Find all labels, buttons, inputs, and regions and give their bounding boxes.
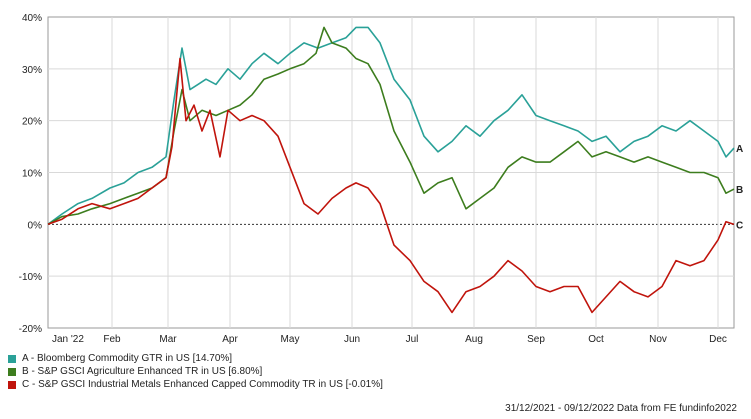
x-tick-label: Jan '22: [52, 334, 84, 345]
x-tick-label: Sep: [527, 334, 545, 345]
legend-swatch-a: [8, 354, 16, 363]
series-end-label-a: A: [736, 144, 743, 155]
x-tick-label: Aug: [465, 334, 483, 345]
y-tick-label: 10%: [22, 169, 42, 180]
series-end-label-b: B: [736, 185, 743, 196]
legend-label-b: B - S&P GSCI Agriculture Enhanced TR in …: [22, 366, 263, 377]
y-tick-label: -20%: [19, 324, 42, 335]
legend-label-c: C - S&P GSCI Industrial Metals Enhanced …: [22, 379, 383, 390]
legend-item-c: C - S&P GSCI Industrial Metals Enhanced …: [8, 378, 383, 391]
y-tick-label: 40%: [22, 13, 42, 24]
data-source-footer: 31/12/2021 - 09/12/2022 Data from FE fun…: [505, 403, 737, 414]
y-tick-label: 20%: [22, 117, 42, 128]
series-end-label-c: C: [736, 220, 743, 231]
y-tick-label: -10%: [19, 272, 42, 283]
legend-swatch-b: [8, 367, 16, 376]
legend-label-a: A - Bloomberg Commodity GTR in US [14.70…: [22, 353, 233, 364]
series-line-a: [47, 26, 735, 225]
legend: A - Bloomberg Commodity GTR in US [14.70…: [8, 352, 383, 391]
legend-swatch-c: [8, 380, 16, 389]
x-tick-label: Feb: [103, 334, 121, 345]
y-tick-label: 0%: [28, 220, 43, 231]
x-tick-label: Mar: [159, 334, 177, 345]
x-tick-label: Jun: [344, 334, 360, 345]
x-tick-label: Dec: [709, 334, 727, 345]
legend-item-b: B - S&P GSCI Agriculture Enhanced TR in …: [8, 365, 383, 378]
x-tick-label: Nov: [649, 334, 667, 345]
legend-item-a: A - Bloomberg Commodity GTR in US [14.70…: [8, 352, 383, 365]
x-tick-label: May: [281, 334, 300, 345]
x-tick-label: Oct: [588, 334, 604, 345]
series-line-c: [47, 57, 735, 314]
line-chart: -20% -10% 0% 10% 20% 30% 40% Jan '22 Feb Mar Apr Ma…: [19, 13, 744, 345]
x-tick-label: Jul: [406, 334, 419, 345]
x-tick-label: Apr: [222, 334, 238, 345]
y-tick-label: 30%: [22, 65, 42, 76]
